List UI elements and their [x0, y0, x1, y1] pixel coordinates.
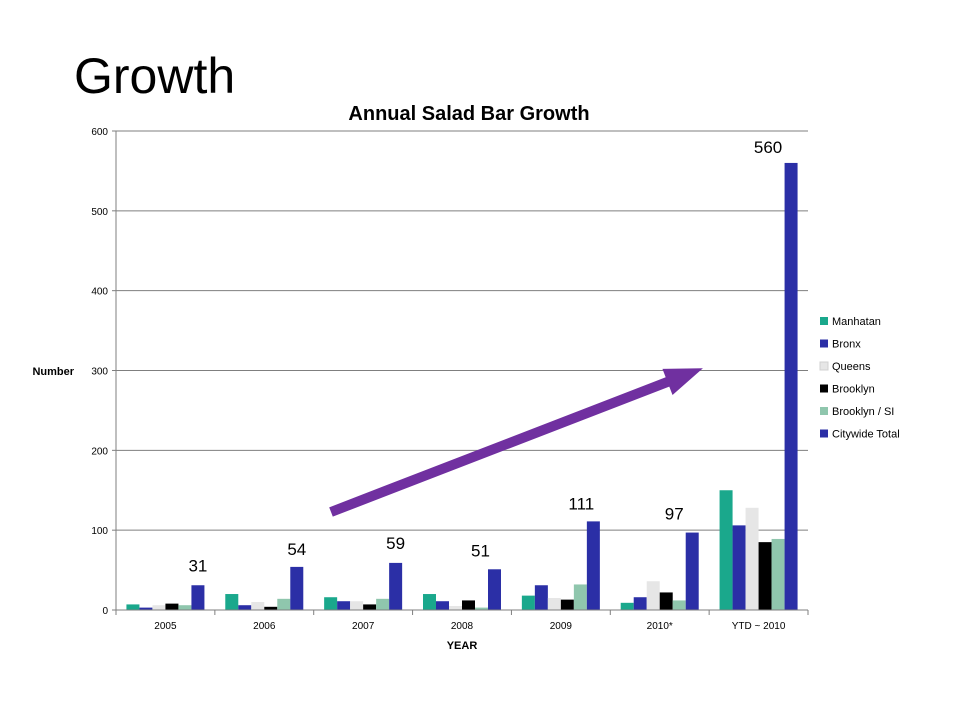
data-label: 31 — [188, 556, 207, 575]
bar — [423, 594, 436, 610]
bar — [277, 598, 291, 610]
bar — [462, 600, 475, 610]
bar — [488, 569, 501, 610]
slide-title: Growth — [74, 48, 236, 104]
bar — [337, 601, 351, 610]
bar — [225, 594, 239, 610]
x-tick-label: 2006 — [253, 621, 276, 632]
x-axis-title: YEAR — [447, 640, 478, 652]
bar — [436, 601, 449, 610]
data-labels: 31 54 59 51 111 97 560 — [188, 138, 782, 575]
bar — [376, 598, 390, 610]
x-tick-label: 2010* — [647, 621, 673, 632]
bar — [547, 598, 561, 610]
bar — [672, 600, 686, 610]
bar — [350, 601, 364, 610]
bar — [646, 581, 660, 610]
data-label: 54 — [287, 540, 306, 559]
bar — [633, 597, 647, 610]
bar — [139, 607, 153, 610]
bar — [745, 507, 759, 610]
data-label: 59 — [386, 534, 405, 553]
data-label: 51 — [471, 541, 490, 560]
x-tick-label: 2009 — [550, 621, 573, 632]
bar — [620, 602, 634, 610]
bar — [324, 597, 338, 610]
bar — [573, 584, 587, 610]
x-tick-label: 2005 — [154, 621, 177, 632]
bar — [191, 585, 205, 610]
legend-label: Manhatan — [832, 316, 881, 328]
data-label: 560 — [754, 138, 782, 157]
y-tick-label: 300 — [91, 367, 108, 378]
bar — [126, 604, 140, 610]
bar — [389, 562, 403, 610]
axes: 0 100 200 300 400 500 600 2005 2006 2007 2008 2009 2… — [91, 127, 809, 632]
legend-label: Bronx — [832, 339, 861, 351]
legend-swatch — [820, 339, 828, 348]
bar — [165, 603, 179, 610]
data-label: 111 — [568, 494, 594, 513]
bar — [363, 604, 377, 610]
bar — [238, 605, 252, 610]
y-tick-label: 400 — [91, 287, 108, 298]
legend-label: Brooklyn — [832, 384, 875, 396]
bar — [586, 521, 600, 610]
y-tick-label: 100 — [91, 526, 108, 537]
bar — [521, 595, 535, 610]
trend-arrow-shape — [329, 368, 703, 517]
bars — [126, 162, 798, 610]
gridlines — [116, 130, 808, 531]
legend-label: Brooklyn / SI — [832, 406, 894, 418]
x-tick-label: 2007 — [352, 621, 375, 632]
legend-swatch — [820, 317, 828, 325]
trend-arrow — [329, 368, 703, 517]
legend-label: Queens — [832, 361, 871, 373]
legend-swatch — [820, 429, 828, 438]
bar — [771, 538, 785, 610]
bar — [449, 606, 462, 610]
bar — [758, 542, 772, 610]
legend-swatch — [820, 384, 828, 393]
legend-label: Citywide Total — [832, 429, 900, 441]
bar — [475, 607, 488, 610]
y-tick-label: 0 — [102, 606, 108, 617]
legend: Manhatan Bronx Queens Brooklyn Brooklyn / SI… — [819, 316, 900, 441]
legend-swatch — [819, 361, 829, 371]
bar — [560, 599, 574, 610]
legend-swatch — [820, 407, 828, 415]
y-axis-title: Number — [32, 366, 74, 378]
bar — [685, 532, 699, 610]
y-tick-label: 600 — [91, 127, 108, 138]
bar — [659, 592, 673, 610]
bar — [178, 605, 192, 610]
y-tick-label: 500 — [91, 207, 108, 218]
bar — [152, 605, 166, 610]
bar — [732, 525, 746, 610]
bar — [251, 602, 265, 610]
bar — [719, 490, 733, 610]
bar — [784, 162, 798, 610]
bar — [264, 606, 278, 610]
chart-title: Annual Salad Bar Growth — [348, 103, 589, 125]
bar — [290, 566, 304, 610]
y-tick-label: 200 — [91, 446, 108, 457]
data-label: 97 — [665, 505, 684, 524]
x-tick-label: 2008 — [451, 621, 474, 632]
bar — [534, 585, 548, 610]
x-tick-label: YTD ~ 2010 — [732, 621, 786, 632]
